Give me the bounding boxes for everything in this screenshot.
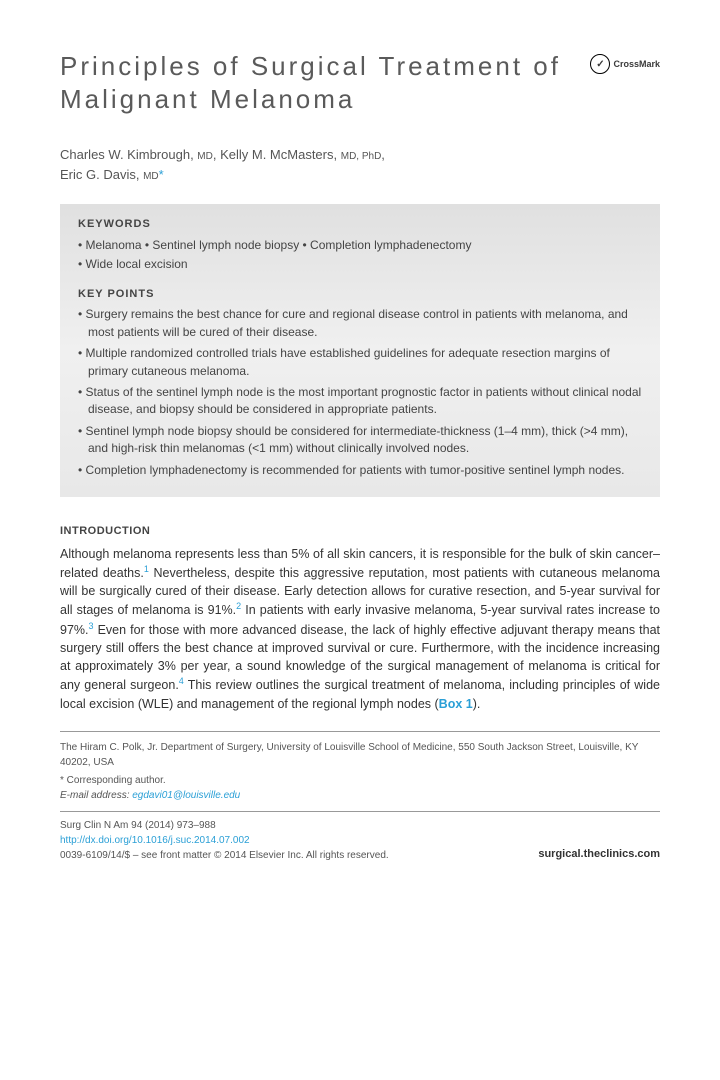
crossmark-icon: ✓ — [590, 54, 610, 74]
intro-heading: INTRODUCTION — [60, 525, 660, 537]
keywords-heading: KEYWORDS — [78, 218, 642, 230]
journal-citation: Surg Clin N Am 94 (2014) 973–988 — [60, 818, 389, 833]
keypoints-heading: KEY POINTS — [78, 288, 642, 300]
affiliation: The Hiram C. Polk, Jr. Department of Sur… — [60, 740, 660, 770]
crossmark-label: CrossMark — [613, 59, 660, 69]
copyright-line: 0039-6109/14/$ – see front matter © 2014… — [60, 848, 389, 863]
keywords-list: • Melanoma • Sentinel lymph node biopsy … — [78, 236, 642, 274]
email-link[interactable]: egdavi01@louisville.edu — [132, 790, 240, 801]
author-list: Charles W. Kimbrough, MD, Kelly M. McMas… — [60, 145, 660, 184]
email-line: E-mail address: egdavi01@louisville.edu — [60, 788, 660, 803]
author: Kelly M. McMasters, MD, PhD, — [220, 147, 385, 162]
email-label: E-mail address: — [60, 790, 129, 801]
keypoint-item: Status of the sentinel lymph node is the… — [78, 384, 642, 419]
keypoint-item: Sentinel lymph node biopsy should be con… — [78, 423, 642, 458]
box-1-ref[interactable]: Box 1 — [439, 697, 473, 711]
intro-paragraph: Although melanoma represents less than 5… — [60, 545, 660, 713]
clinics-url[interactable]: surgical.theclinics.com — [538, 846, 660, 863]
author: Charles W. Kimbrough, MD, — [60, 147, 220, 162]
author: Eric G. Davis, MD* — [60, 167, 164, 182]
keypoint-item: Completion lymphadenectomy is recommende… — [78, 462, 642, 479]
key-box: KEYWORDS • Melanoma • Sentinel lymph nod… — [60, 204, 660, 497]
article-title: Principles of Surgical Treatment of Mali… — [60, 50, 570, 115]
keypoint-item: Surgery remains the best chance for cure… — [78, 306, 642, 341]
corresponding-note: * Corresponding author. — [60, 773, 660, 788]
keypoint-item: Multiple randomized controlled trials ha… — [78, 345, 642, 380]
ref-2[interactable]: 2 — [236, 601, 241, 611]
ref-1[interactable]: 1 — [144, 564, 149, 574]
footer-block: The Hiram C. Polk, Jr. Department of Sur… — [60, 731, 660, 863]
keypoints-list: Surgery remains the best chance for cure… — [78, 306, 642, 479]
crossmark-badge[interactable]: ✓ CrossMark — [590, 54, 660, 74]
ref-4[interactable]: 4 — [179, 676, 184, 686]
ref-3[interactable]: 3 — [89, 621, 94, 631]
doi-link[interactable]: http://dx.doi.org/10.1016/j.suc.2014.07.… — [60, 833, 389, 848]
